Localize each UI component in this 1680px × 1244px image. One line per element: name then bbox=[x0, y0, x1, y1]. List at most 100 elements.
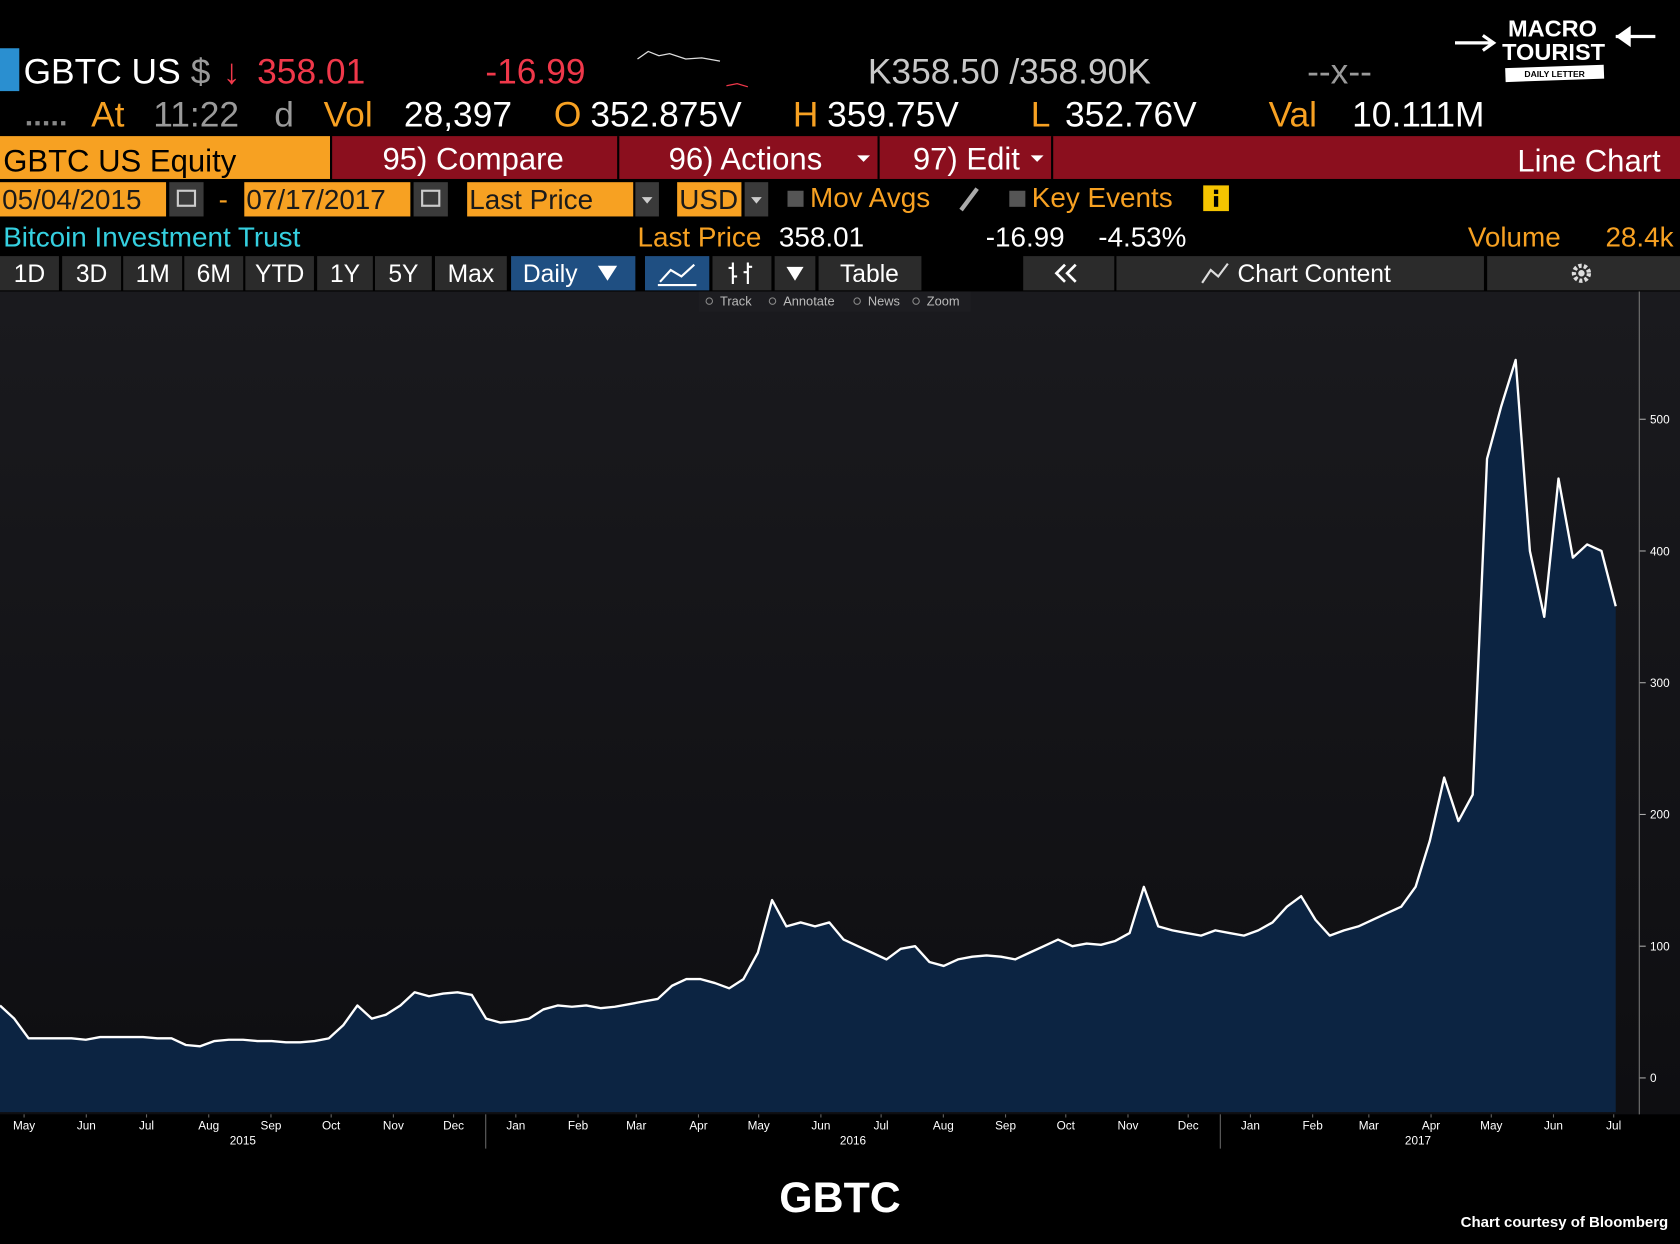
volume: 28,397 bbox=[404, 95, 512, 134]
tab-button[interactable] bbox=[375, 256, 432, 291]
y-tick-label: 300 bbox=[1650, 677, 1670, 690]
collapse-icon bbox=[1054, 263, 1077, 283]
tool-label: Annotate bbox=[783, 293, 834, 308]
info-change-pct: -4.53% bbox=[1098, 221, 1186, 252]
tool-icon[interactable] bbox=[912, 297, 920, 305]
tool-icon[interactable] bbox=[853, 297, 861, 305]
tab-button[interactable] bbox=[123, 256, 183, 291]
dropdown-arrow bbox=[857, 155, 870, 162]
high: 359.75V bbox=[827, 95, 959, 134]
tab-button[interactable] bbox=[317, 256, 373, 291]
info-icon-mark bbox=[1213, 189, 1219, 194]
calendar-button[interactable] bbox=[413, 182, 448, 217]
bid-ask: K358.50 /358.90K bbox=[868, 53, 1151, 92]
x-tick-label: Mar bbox=[1359, 1119, 1379, 1132]
calendar-icon bbox=[421, 189, 441, 207]
date-separator: - bbox=[219, 184, 228, 215]
tab-button[interactable] bbox=[184, 256, 244, 291]
status-marker bbox=[0, 48, 20, 92]
area-fill bbox=[0, 359, 1616, 1113]
tab-label: 1M bbox=[136, 261, 170, 288]
time-label: At bbox=[91, 95, 125, 134]
info-change: -16.99 bbox=[986, 221, 1065, 252]
x-tick-label: Nov bbox=[1118, 1119, 1139, 1132]
currency: $ bbox=[191, 53, 211, 92]
info-volume: 28.4k bbox=[1605, 221, 1673, 252]
x-tick-label: Jun bbox=[811, 1119, 830, 1132]
y-tick-label: 200 bbox=[1650, 809, 1670, 822]
gear-icon bbox=[1578, 270, 1585, 277]
value-label: Val bbox=[1269, 95, 1317, 134]
tool-strip bbox=[698, 291, 971, 312]
tab-button[interactable] bbox=[62, 256, 122, 291]
info-field: Last Price bbox=[638, 221, 762, 252]
y-tick-label: 100 bbox=[1650, 940, 1670, 953]
currency-field: USD bbox=[679, 184, 738, 215]
x-tick-label: Jan bbox=[1241, 1119, 1260, 1132]
tool-icon[interactable] bbox=[768, 297, 777, 305]
time: 11:22 bbox=[153, 95, 239, 134]
field: Last Price bbox=[469, 184, 593, 215]
high-label: H bbox=[793, 95, 819, 134]
info-icon-mark bbox=[1213, 196, 1219, 207]
calendar-button[interactable] bbox=[169, 182, 204, 217]
pencil-icon[interactable] bbox=[959, 187, 979, 212]
x-tick-label: Dec bbox=[443, 1119, 464, 1132]
x-tick-label: May bbox=[1480, 1119, 1502, 1132]
actions-button[interactable]: 96) Actions bbox=[669, 141, 823, 176]
x-tick-label: Oct bbox=[1057, 1119, 1076, 1132]
currency-select[interactable] bbox=[677, 182, 742, 217]
price: 358.01 bbox=[257, 53, 365, 92]
ohlc-icon bbox=[728, 262, 753, 284]
spread: --x-- bbox=[1307, 53, 1372, 92]
end-date-field[interactable] bbox=[244, 182, 411, 217]
y-tick-label: 0 bbox=[1650, 1072, 1657, 1085]
tool-label: Zoom bbox=[927, 293, 960, 308]
toolbar-bar bbox=[332, 136, 1680, 179]
security-box[interactable] bbox=[0, 136, 330, 179]
tool-label: Track bbox=[720, 293, 752, 308]
tool-label: News bbox=[868, 293, 900, 308]
tab-button[interactable] bbox=[0, 256, 59, 291]
x-tick-label: Apr bbox=[1422, 1119, 1440, 1132]
plot: 0 100 200 300 400 500 May Jun Jul Aug Sep Oct Nov Dec… bbox=[0, 358, 1670, 1149]
x-tick-label: Aug bbox=[198, 1119, 219, 1132]
chart-title: GBTC bbox=[779, 1174, 900, 1222]
security: GBTC US Equity bbox=[3, 143, 236, 178]
year-label: 2015 bbox=[230, 1134, 257, 1147]
time-flag: d bbox=[274, 95, 294, 134]
chart-content-button[interactable] bbox=[1116, 256, 1484, 291]
calendar-icon bbox=[176, 189, 197, 207]
sparkline-volume bbox=[726, 82, 749, 88]
checkbox[interactable] bbox=[787, 190, 804, 207]
x-tick-label: Jun bbox=[1544, 1119, 1563, 1132]
x-tick-label: Sep bbox=[260, 1119, 281, 1132]
tab-button[interactable] bbox=[245, 256, 314, 291]
tool-icon[interactable] bbox=[705, 297, 714, 305]
tab-button[interactable] bbox=[435, 256, 507, 291]
tab-label: 3D bbox=[76, 261, 107, 288]
checkbox[interactable] bbox=[1009, 190, 1026, 207]
logo-line1: MACRO bbox=[1508, 15, 1597, 41]
y-tick-label: 400 bbox=[1650, 545, 1670, 558]
low: 352.76V bbox=[1065, 95, 1197, 134]
line-icon bbox=[659, 263, 696, 283]
frequency: Daily bbox=[523, 261, 578, 288]
compare-button[interactable]: 95) Compare bbox=[383, 141, 564, 176]
dropdown-arrow bbox=[597, 265, 618, 281]
edit-button[interactable]: 97) Edit bbox=[913, 141, 1020, 176]
gear-icon bbox=[1571, 263, 1592, 283]
x-tick-label: Jul bbox=[139, 1119, 154, 1132]
x-tick-label: May bbox=[13, 1119, 35, 1132]
low-label: L bbox=[1031, 95, 1051, 134]
table: Table bbox=[840, 261, 899, 288]
x-tick-label: Jul bbox=[1606, 1119, 1621, 1132]
field-select[interactable] bbox=[467, 182, 634, 217]
start-date-field[interactable] bbox=[0, 182, 167, 217]
bar-chart-button[interactable] bbox=[712, 256, 772, 291]
x-tick-label: Sep bbox=[995, 1119, 1016, 1132]
frequency-button[interactable] bbox=[511, 256, 636, 291]
view-title: Line Chart bbox=[1517, 143, 1661, 178]
table-button[interactable] bbox=[818, 256, 922, 291]
